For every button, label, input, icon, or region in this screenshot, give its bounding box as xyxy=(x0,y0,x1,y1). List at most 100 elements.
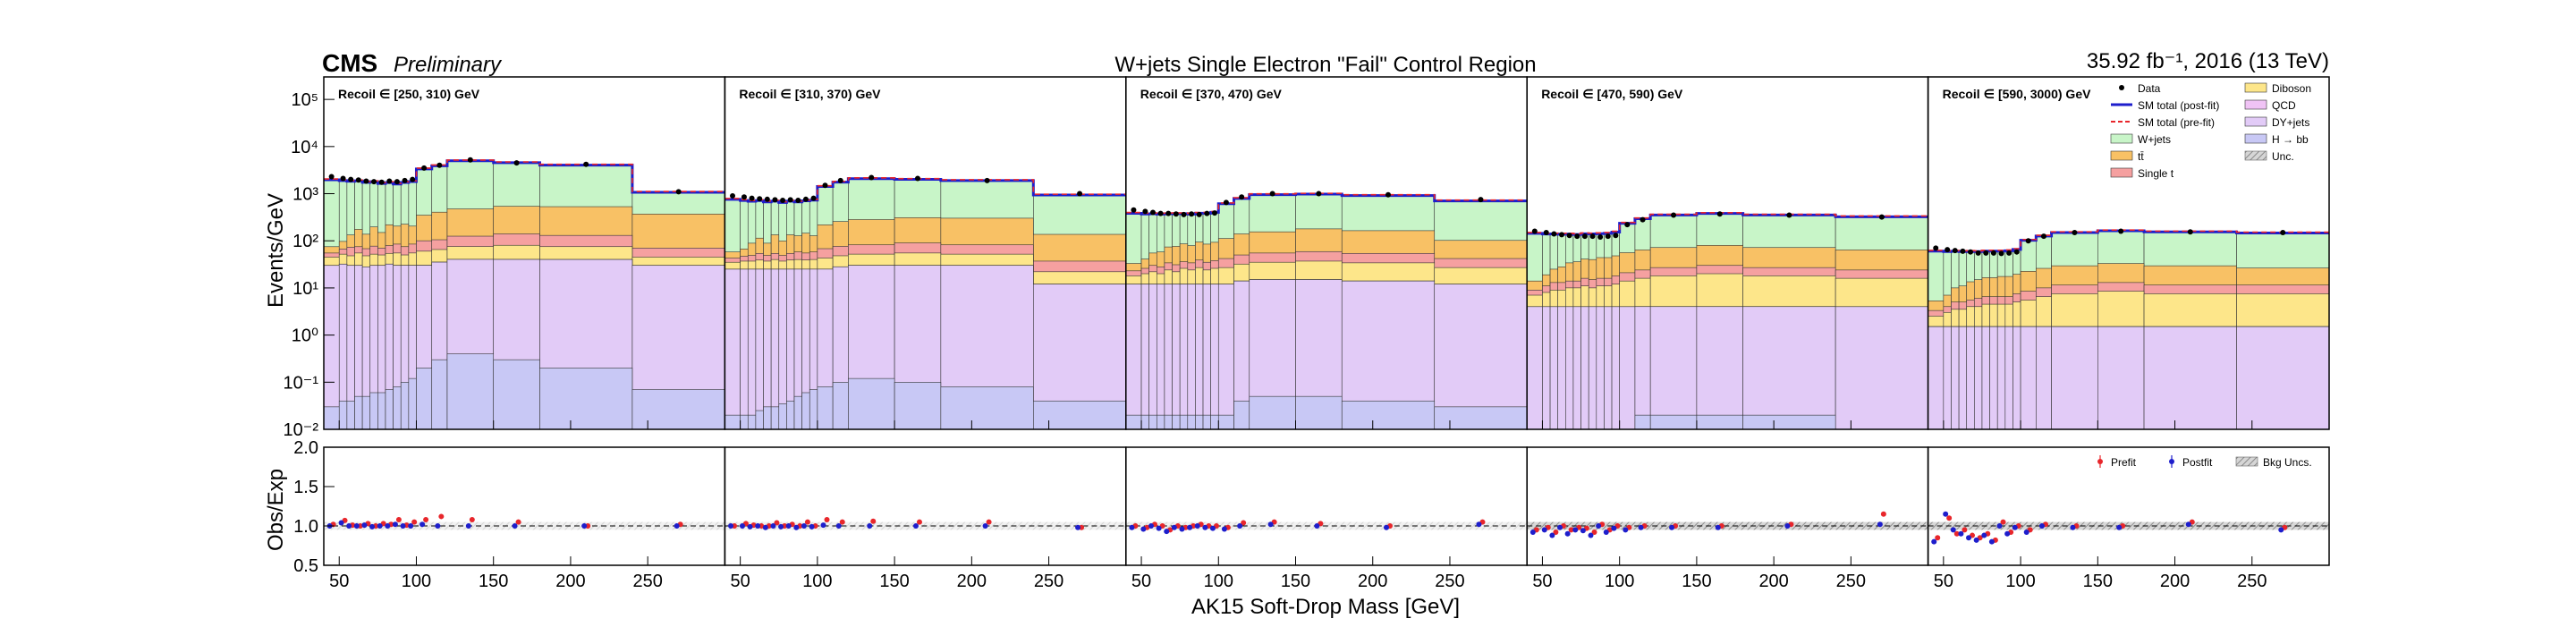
legend-swatch-10 xyxy=(2110,167,2133,178)
bar-dy-p5-b0 xyxy=(1928,326,1945,430)
legend-label-10: Single t xyxy=(2138,167,2174,180)
y-tick-label-ratio-3: 2.0 xyxy=(293,438,318,458)
postfit-point-p1-b16 xyxy=(674,523,680,529)
data-point-p2-b1 xyxy=(741,194,747,200)
legend-main: Data Diboson SM total (post-fit) QCD SM tota… xyxy=(2110,82,2311,180)
data-point-p5-b5 xyxy=(1975,250,1981,256)
postfit-point-p3-b13 xyxy=(1267,521,1274,528)
bar-hbb-p2-b8 xyxy=(793,395,802,430)
data-point-p4-b0 xyxy=(1531,228,1538,234)
data-point-p4-b9 xyxy=(1605,233,1611,240)
postfit-point-p2-b15 xyxy=(982,523,988,529)
bar-hbb-p3-b16 xyxy=(1434,406,1528,430)
postfit-point-p4-b14 xyxy=(1715,524,1721,530)
y-tick-label-main-0: 10⁻² xyxy=(284,420,319,440)
data-point-p1-b14 xyxy=(513,160,520,166)
data-point-p3-b11 xyxy=(1223,199,1229,206)
x-tick-label-p1-0: 50 xyxy=(329,572,349,591)
postfit-point-p2-b9 xyxy=(801,523,807,529)
prefit-point-p5-b1 xyxy=(1946,515,1953,521)
bar-dy-p4-b7 xyxy=(1588,306,1597,430)
postfit-point-p5-b3 xyxy=(1958,530,1964,537)
postfit-point-p4-b7 xyxy=(1588,532,1594,538)
legend-label-4: SM total (pre-fit) xyxy=(2138,116,2215,129)
bar-hbb-p4-b14 xyxy=(1696,414,1743,430)
data-point-p1-b2 xyxy=(348,176,354,182)
cms-label: CMS xyxy=(322,49,377,77)
bar-dy-p1-b0 xyxy=(323,265,340,430)
postfit-point-p3-b9 xyxy=(1202,524,1208,530)
data-point-p2-b4 xyxy=(764,196,770,202)
postfit-point-p1-b8 xyxy=(392,521,398,528)
bar-dy-p5-b8 xyxy=(1996,326,2006,430)
recoil-label-p2: Recoil ∈ [310, 370) GeV xyxy=(739,87,881,101)
bar-hbb-p3-b15 xyxy=(1341,400,1436,430)
prefit-point-p2-b13 xyxy=(870,518,877,524)
bar-hbb-p3-b2 xyxy=(1148,414,1157,430)
ratio-legend-label-2: Bkg Uncs. xyxy=(2263,456,2312,469)
postfit-point-p2-b2 xyxy=(747,523,753,530)
x-tick-label-p4-1: 100 xyxy=(1605,572,1634,591)
prefit-point-p5-b8 xyxy=(2000,519,2006,525)
x-tick-label-p5-1: 100 xyxy=(2005,572,2035,591)
postfit-point-p5-b15 xyxy=(2185,521,2191,528)
data-point-p2-b5 xyxy=(772,197,778,203)
bar-hbb-p1-b7 xyxy=(385,389,394,430)
bar-dy-p3-b16 xyxy=(1434,284,1528,430)
postfit-point-p4-b12 xyxy=(1638,524,1644,530)
x-tick-label-p5-4: 250 xyxy=(2237,572,2267,591)
x-tick-label-p3-4: 250 xyxy=(1435,572,1464,591)
data-point-p4-b15 xyxy=(1786,212,1792,218)
prefit-point-p4-b16 xyxy=(1880,511,1886,517)
x-tick-label-p4-3: 200 xyxy=(1758,572,1788,591)
y-axis-label-main: Events/GeV xyxy=(264,193,288,308)
postfit-point-p5-b16 xyxy=(2278,527,2284,533)
data-point-p3-b6 xyxy=(1181,211,1187,217)
bar-hbb-p1-b16 xyxy=(631,389,725,430)
data-point-p4-b12 xyxy=(1640,216,1646,223)
bar-dy-p5-b4 xyxy=(1966,326,1975,430)
data-point-p3-b2 xyxy=(1149,209,1156,216)
bar-hbb-p3-b11 xyxy=(1217,414,1234,430)
data-point-p1-b8 xyxy=(394,179,400,185)
bar-dy-p3-b2 xyxy=(1148,284,1157,430)
postfit-point-p4-b13 xyxy=(1669,524,1675,530)
data-point-p1-b1 xyxy=(340,175,346,182)
legend-label-7: H → bb xyxy=(2272,133,2309,146)
postfit-point-p2-b10 xyxy=(809,523,815,530)
bar-dy-p4-b3 xyxy=(1557,306,1566,430)
bar-hbb-p1-b15 xyxy=(539,368,633,430)
data-point-p5-b9 xyxy=(2006,250,2012,256)
data-point-p3-b16 xyxy=(1478,197,1484,203)
postfit-point-p3-b10 xyxy=(1209,525,1216,531)
data-point-p2-b15 xyxy=(984,177,990,183)
data-point-p5-b14 xyxy=(2118,228,2124,234)
x-tick-label-p2-2: 150 xyxy=(879,572,909,591)
bar-dy-p5-b3 xyxy=(1958,326,1968,430)
legend-swatch-8 xyxy=(2110,150,2133,161)
bar-hbb-p3-b4 xyxy=(1164,414,1173,430)
bar-dy-p5-b9 xyxy=(2004,326,2013,430)
data-point-p1-b6 xyxy=(378,179,385,185)
bar-hbb-p3-b13 xyxy=(1249,395,1296,430)
postfit-point-p3-b6 xyxy=(1179,526,1185,532)
bar-dy-p4-b11 xyxy=(1619,306,1636,430)
bar-hbb-p3-b3 xyxy=(1156,414,1165,430)
postfit-point-p2-b14 xyxy=(912,523,919,529)
postfit-point-p1-b14 xyxy=(512,523,518,529)
bar-dy-p4-b4 xyxy=(1565,306,1574,430)
postfit-point-p3-b15 xyxy=(1383,524,1389,530)
data-point-p5-b6 xyxy=(1983,250,1989,256)
prefit-point-p4-b7 xyxy=(1591,530,1597,536)
data-point-p2-b13 xyxy=(869,174,875,181)
postfit-point-p3-b5 xyxy=(1171,524,1177,530)
postfit-point-p3-b0 xyxy=(1129,524,1135,530)
prefit-point-p1-b11 xyxy=(423,516,429,522)
legend-label-0: Data xyxy=(2138,82,2161,95)
data-point-p5-b11 xyxy=(2025,238,2031,244)
bar-dy-p2-b0 xyxy=(724,268,741,430)
data-point-p1-b4 xyxy=(363,178,369,184)
postfit-point-p5-b6 xyxy=(1981,532,1987,538)
bar-hbb-p3-b6 xyxy=(1179,414,1189,430)
postfit-point-p4-b6 xyxy=(1580,528,1586,534)
